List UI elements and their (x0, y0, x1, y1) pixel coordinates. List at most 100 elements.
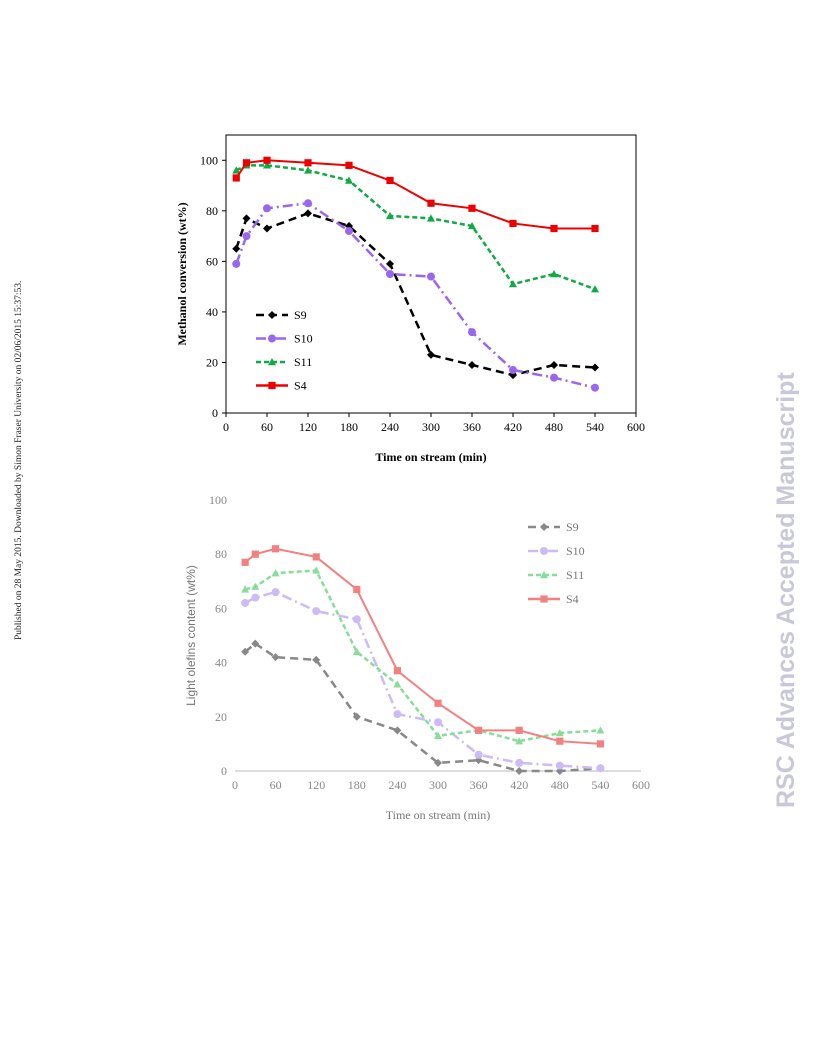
data-point (591, 363, 599, 372)
x-tick-label: 120 (307, 778, 325, 792)
data-point (263, 156, 271, 164)
x-tick-label: 180 (340, 420, 358, 434)
data-point (427, 350, 435, 359)
data-point (468, 221, 476, 230)
legend-label: S11 (566, 568, 584, 582)
series-s4: S4 (241, 545, 604, 748)
data-point (345, 227, 353, 236)
y-tick-label: 80 (206, 204, 218, 218)
data-point (251, 582, 260, 590)
data-point (304, 199, 312, 208)
data-point (312, 655, 321, 664)
y-tick-label: 20 (206, 355, 218, 369)
series-s10: S10 (232, 199, 599, 392)
data-point (509, 366, 517, 375)
y-tick-label: 100 (209, 493, 227, 507)
data-point (386, 270, 394, 278)
x-tick-label: 60 (261, 420, 273, 434)
data-point (345, 161, 353, 169)
data-point (263, 224, 271, 233)
series-s9: S9 (241, 520, 605, 775)
data-point (393, 726, 402, 735)
x-tick-label: 240 (381, 420, 399, 434)
data-point (434, 731, 442, 739)
data-point (241, 585, 250, 593)
x-tick-label: 0 (223, 420, 229, 434)
data-point (241, 647, 250, 656)
data-point (596, 726, 605, 734)
y-tick-label: 40 (206, 305, 218, 319)
data-point (242, 214, 251, 223)
data-point (271, 588, 280, 597)
x-tick-label: 0 (232, 778, 238, 792)
series-s10: S10 (241, 544, 605, 773)
legend-label: S9 (294, 308, 307, 322)
y-tick-label: 60 (215, 601, 227, 615)
data-point (353, 585, 361, 594)
data-point (555, 761, 564, 770)
x-tick-label: 60 (270, 778, 282, 792)
data-point (304, 159, 312, 167)
y-tick-label: 0 (212, 406, 218, 420)
data-point (427, 272, 435, 281)
y-tick-label: 40 (215, 656, 227, 670)
x-tick-label: 600 (627, 420, 645, 434)
data-point (242, 159, 251, 167)
data-point (352, 712, 361, 721)
data-point (468, 360, 476, 369)
legend-label: S10 (566, 544, 585, 558)
series-s11: S11 (241, 566, 605, 745)
data-point (468, 328, 476, 337)
data-point (550, 224, 558, 233)
x-tick-label: 120 (299, 420, 317, 434)
x-tick-label: 480 (551, 778, 569, 792)
data-point (272, 545, 280, 553)
x-axis-label: Time on stream (min) (375, 450, 486, 464)
x-tick-label: 240 (388, 778, 406, 792)
x-tick-label: 540 (591, 778, 609, 792)
legend-swatch-marker (540, 523, 548, 531)
data-point (550, 373, 558, 382)
data-point (596, 764, 605, 773)
data-point (312, 607, 321, 616)
x-tick-label: 420 (510, 778, 528, 792)
data-point (251, 550, 259, 558)
x-tick-label: 360 (463, 420, 481, 434)
data-point (434, 758, 442, 767)
y-tick-label: 0 (221, 764, 227, 778)
data-point (312, 566, 321, 574)
data-point (393, 680, 402, 688)
data-point (352, 615, 361, 624)
legend-swatch-marker (268, 311, 276, 319)
y-tick-label: 100 (200, 153, 218, 167)
data-point (434, 718, 442, 727)
legend-label: S9 (566, 520, 579, 534)
data-point (515, 726, 523, 734)
legend-swatch-marker (268, 358, 276, 366)
legend-label: S10 (294, 332, 313, 346)
data-point (591, 383, 599, 392)
y-tick-label: 80 (215, 547, 227, 561)
legend-label: S4 (294, 379, 307, 393)
y-axis-label: Methanol conversion (wt%) (175, 202, 189, 345)
x-tick-label: 180 (348, 778, 366, 792)
data-point (596, 740, 604, 748)
legend-swatch-marker (540, 547, 548, 555)
data-point (515, 737, 524, 745)
y-axis-label: Light olefins content (wt%) (184, 565, 198, 706)
data-point (232, 259, 241, 268)
data-point (550, 360, 558, 369)
series-line-s9 (235, 212, 596, 377)
data-point (393, 710, 402, 719)
data-point (474, 750, 483, 759)
data-point (251, 593, 260, 602)
data-point (555, 729, 564, 737)
legend-swatch-marker (268, 381, 276, 390)
data-point (386, 176, 394, 185)
data-point (386, 259, 394, 268)
data-point (468, 204, 476, 212)
data-point (386, 211, 394, 220)
series-s4: S4 (232, 156, 599, 393)
data-point (556, 737, 564, 745)
data-point (515, 767, 524, 775)
